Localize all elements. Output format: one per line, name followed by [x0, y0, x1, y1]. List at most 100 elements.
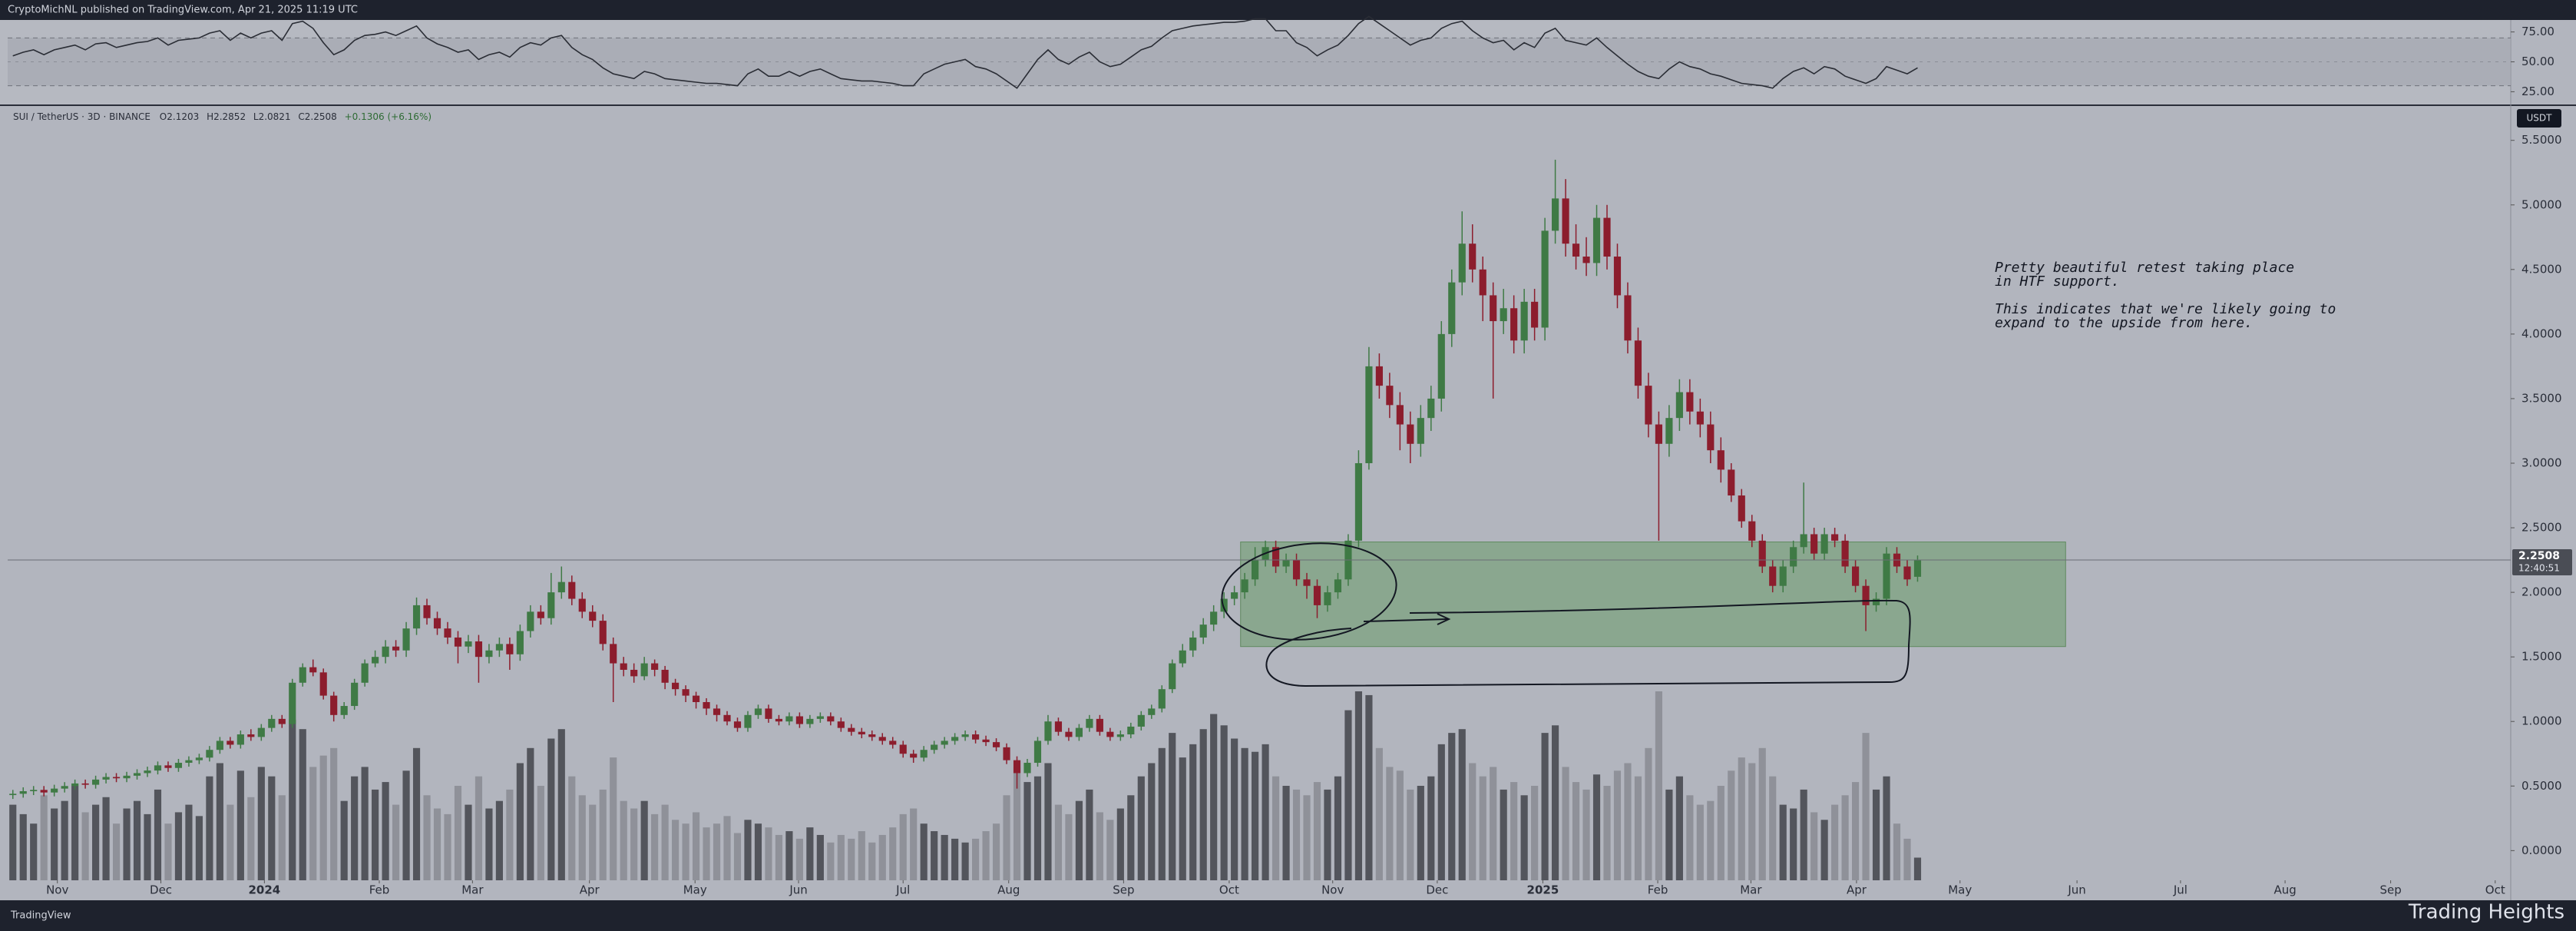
volume-bar: [1841, 795, 1849, 880]
candle-body: [1282, 560, 1290, 567]
candle-body: [1324, 592, 1331, 605]
volume-bar: [1469, 763, 1476, 880]
volume-bar: [1417, 786, 1424, 880]
candle-body: [651, 663, 659, 670]
candle-body: [733, 721, 742, 728]
candle-body: [299, 667, 306, 683]
volume-bar: [372, 789, 379, 880]
candle-body: [744, 714, 752, 728]
candle-body: [785, 716, 793, 722]
volume-bar: [9, 804, 17, 880]
candle-body: [1407, 424, 1414, 444]
candle-body: [1033, 740, 1042, 764]
candle-body: [557, 581, 565, 593]
candle-body: [827, 716, 835, 722]
candle-body: [1096, 718, 1103, 732]
volume-bar: [81, 812, 89, 880]
countdown-label: 12:40:51: [2518, 562, 2560, 573]
candle-body: [81, 783, 89, 785]
volume-bar: [1800, 789, 1807, 880]
volume-bar: [610, 757, 617, 880]
candle-body: [1365, 366, 1373, 463]
volume-bar: [1893, 823, 1901, 880]
candle-body: [578, 598, 586, 612]
candle-body: [247, 734, 255, 737]
volume-bar: [692, 812, 700, 880]
y-tick-label: 0.0000: [2521, 843, 2562, 857]
candle-body: [1696, 411, 1704, 425]
candle-body: [910, 754, 918, 758]
candle-body: [236, 734, 244, 745]
volume-bar: [1541, 733, 1549, 880]
volume-bar: [1282, 786, 1290, 880]
candle-body: [878, 737, 886, 741]
candle-body: [1189, 637, 1197, 651]
volume-bar: [1613, 770, 1622, 880]
candle-body: [112, 777, 121, 779]
candle-body: [71, 783, 79, 787]
candle-body: [1665, 418, 1673, 444]
candle-body: [1271, 547, 1280, 567]
volume-bar: [1396, 770, 1404, 880]
candle-body: [837, 721, 845, 728]
candle-body: [899, 744, 907, 754]
candle-body: [1479, 269, 1486, 296]
volume-bar: [765, 827, 772, 880]
candle-body: [858, 731, 865, 735]
candle-body: [1582, 257, 1590, 263]
volume-bar: [754, 823, 762, 880]
candle-body: [1800, 534, 1807, 548]
last-price-label: 2.2508: [2518, 550, 2560, 562]
volume-bar: [744, 820, 752, 880]
volume-bar: [1717, 786, 1724, 880]
x-tick-label: Apr: [580, 883, 600, 897]
volume-bar: [289, 719, 296, 880]
volume-bar: [1365, 694, 1373, 880]
candle-body: [1334, 579, 1342, 593]
volume-bar: [257, 767, 265, 880]
volume-bar: [910, 808, 918, 880]
volume-bar: [1738, 757, 1745, 880]
volume-bar: [51, 808, 58, 880]
candle-body: [1220, 598, 1228, 612]
candle-body: [1913, 559, 1922, 577]
volume-bar: [61, 800, 68, 880]
candle-body: [661, 669, 669, 683]
volume-bar: [723, 816, 731, 880]
volume-bar: [1116, 808, 1124, 880]
volume-bar: [1634, 776, 1642, 880]
candle-body: [1199, 625, 1207, 638]
candle-body: [1065, 731, 1073, 737]
volume-bar: [1023, 782, 1031, 880]
volume-bar: [1313, 782, 1321, 880]
rsi-tick-label: 75.00: [2521, 25, 2555, 38]
annotation-line: Pretty beautiful retest taking place: [1995, 260, 2294, 276]
candle-body: [123, 775, 131, 779]
volume-bar: [1324, 789, 1331, 880]
candle-body: [154, 765, 162, 771]
candle-body: [1831, 534, 1839, 541]
drawn-arrow: [1363, 618, 1448, 622]
candle-body: [1613, 257, 1622, 296]
volume-bar: [1437, 744, 1445, 880]
rsi-tick-label: 50.00: [2521, 55, 2555, 68]
x-tick-label: Jun: [789, 883, 807, 897]
volume-bar: [537, 786, 544, 880]
volume-bar: [454, 786, 462, 880]
volume-bar: [630, 808, 638, 880]
volume-bar: [775, 834, 783, 880]
support-zone: [1240, 542, 2066, 648]
volume-bar: [795, 838, 803, 880]
candle-body: [610, 644, 617, 664]
candle-body: [1738, 495, 1745, 522]
candle-body: [9, 794, 17, 796]
volume-bar: [1127, 795, 1135, 880]
volume-bar: [951, 838, 959, 880]
candle-body: [1510, 308, 1518, 341]
volume-bar: [475, 776, 483, 880]
volume-bar: [578, 795, 586, 880]
volume-bar: [495, 800, 503, 880]
volume-bar: [1252, 751, 1259, 880]
watermark: Trading Heights: [2408, 901, 2564, 924]
volume-bar: [1645, 747, 1652, 880]
